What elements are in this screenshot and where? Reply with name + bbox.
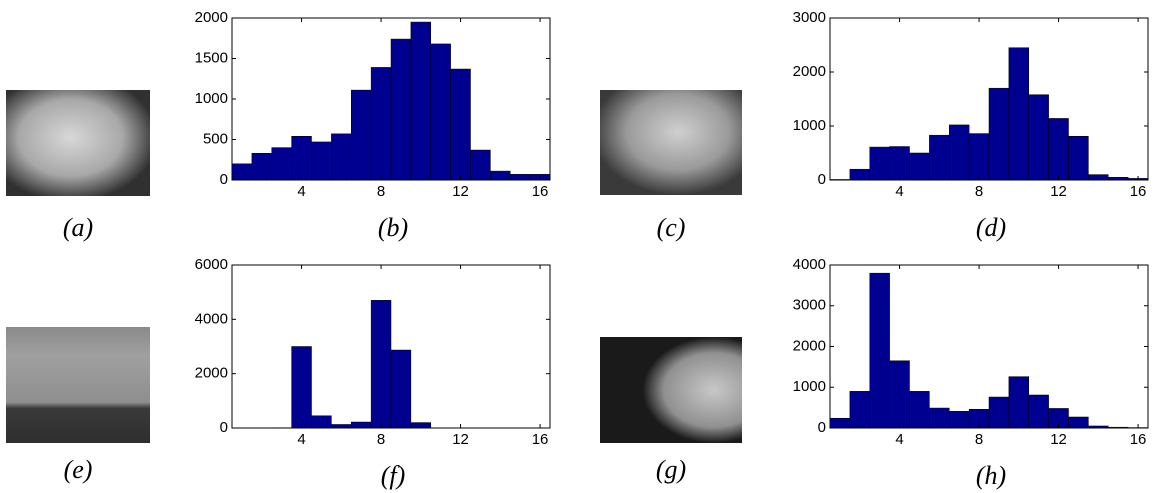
bar bbox=[988, 87, 1010, 181]
caption: (f) bbox=[381, 461, 406, 490]
x-tick-label: 4 bbox=[895, 431, 903, 448]
bar bbox=[889, 360, 910, 429]
bar bbox=[829, 417, 851, 429]
bar bbox=[271, 147, 292, 181]
bar bbox=[510, 174, 531, 181]
bar bbox=[1088, 425, 1109, 429]
x-tick-label: 12 bbox=[452, 183, 469, 200]
y-tick-label: 500 bbox=[203, 130, 228, 147]
bar bbox=[889, 146, 910, 181]
x-tick-label: 8 bbox=[975, 183, 983, 200]
caption: (d) bbox=[976, 213, 1006, 242]
bar bbox=[949, 124, 970, 181]
x-tick-label: 8 bbox=[377, 183, 385, 200]
x-tick-label: 16 bbox=[532, 431, 549, 448]
bar bbox=[470, 149, 491, 181]
y-tick-label: 1000 bbox=[793, 378, 826, 395]
bar bbox=[1068, 416, 1089, 429]
bar bbox=[949, 411, 970, 429]
caption: (g) bbox=[656, 455, 686, 484]
x-tick-label: 16 bbox=[1130, 431, 1147, 448]
bar bbox=[490, 170, 511, 181]
bar bbox=[311, 415, 332, 429]
y-tick-label: 4000 bbox=[793, 256, 826, 273]
bar bbox=[1028, 94, 1049, 181]
image-c bbox=[600, 90, 742, 195]
bar bbox=[1088, 174, 1109, 181]
bar bbox=[869, 272, 890, 429]
y-tick-label: 0 bbox=[220, 419, 228, 436]
y-tick-label: 0 bbox=[818, 419, 826, 436]
bar bbox=[231, 163, 253, 181]
bar bbox=[410, 422, 431, 429]
bar bbox=[331, 424, 352, 429]
caption: (e) bbox=[64, 455, 93, 484]
x-tick-label: 16 bbox=[532, 183, 549, 200]
bar bbox=[390, 38, 412, 181]
caption: (b) bbox=[378, 213, 408, 242]
image-e bbox=[6, 327, 150, 443]
bar bbox=[988, 396, 1010, 429]
bar bbox=[291, 136, 312, 181]
bar bbox=[251, 153, 272, 181]
bar bbox=[390, 349, 412, 429]
bar bbox=[1048, 118, 1069, 181]
y-tick-label: 6000 bbox=[195, 256, 228, 273]
bar bbox=[869, 146, 890, 181]
y-tick-label: 1000 bbox=[793, 117, 826, 134]
bar bbox=[909, 391, 930, 429]
x-tick-label: 16 bbox=[1130, 183, 1147, 200]
bar bbox=[351, 421, 372, 429]
bar bbox=[929, 134, 950, 181]
x-tick-label: 12 bbox=[1050, 183, 1067, 200]
caption: (c) bbox=[657, 213, 686, 242]
image-a bbox=[6, 90, 150, 196]
y-tick-label: 1500 bbox=[195, 49, 228, 66]
bar bbox=[929, 407, 950, 429]
y-tick-label: 3000 bbox=[793, 297, 826, 314]
bar bbox=[1068, 136, 1089, 181]
bar bbox=[909, 152, 930, 181]
y-tick-label: 2000 bbox=[793, 63, 826, 80]
bar bbox=[968, 133, 990, 181]
bar bbox=[291, 346, 312, 429]
bar bbox=[1108, 177, 1129, 181]
caption: (a) bbox=[63, 213, 93, 242]
image-g bbox=[600, 337, 742, 443]
bar bbox=[311, 141, 332, 181]
bar bbox=[849, 168, 870, 181]
y-tick-label: 3000 bbox=[793, 9, 826, 26]
bar bbox=[849, 391, 870, 429]
caption: (h) bbox=[976, 461, 1006, 490]
x-tick-label: 8 bbox=[377, 431, 385, 448]
x-tick-label: 12 bbox=[452, 431, 469, 448]
y-tick-label: 1000 bbox=[195, 90, 228, 107]
bar bbox=[1028, 394, 1049, 429]
bar bbox=[1008, 376, 1029, 429]
bar bbox=[430, 43, 451, 181]
bar bbox=[1108, 426, 1129, 429]
x-tick-label: 8 bbox=[975, 431, 983, 448]
y-tick-label: 2000 bbox=[195, 365, 228, 382]
bar bbox=[370, 300, 392, 429]
x-tick-label: 4 bbox=[297, 183, 305, 200]
bar bbox=[331, 133, 352, 181]
y-tick-label: 2000 bbox=[793, 337, 826, 354]
bar bbox=[410, 21, 431, 181]
bar bbox=[450, 68, 471, 181]
bar bbox=[351, 89, 372, 181]
bar bbox=[1008, 47, 1029, 181]
x-tick-label: 12 bbox=[1050, 431, 1067, 448]
y-tick-label: 0 bbox=[818, 171, 826, 188]
y-tick-label: 2000 bbox=[195, 9, 228, 26]
x-tick-label: 4 bbox=[297, 431, 305, 448]
x-tick-label: 4 bbox=[895, 183, 903, 200]
y-tick-label: 4000 bbox=[195, 310, 228, 327]
bar bbox=[370, 67, 392, 181]
y-tick-label: 0 bbox=[220, 171, 228, 188]
